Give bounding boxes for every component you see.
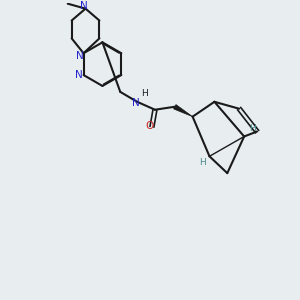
Text: H: H <box>249 124 256 133</box>
Text: N: N <box>76 51 83 61</box>
Text: N: N <box>75 70 83 80</box>
Text: H: H <box>141 89 147 98</box>
Text: O: O <box>145 121 153 130</box>
Text: N: N <box>80 1 87 11</box>
Text: N: N <box>132 98 140 108</box>
Text: H: H <box>199 158 206 167</box>
Polygon shape <box>174 105 193 117</box>
